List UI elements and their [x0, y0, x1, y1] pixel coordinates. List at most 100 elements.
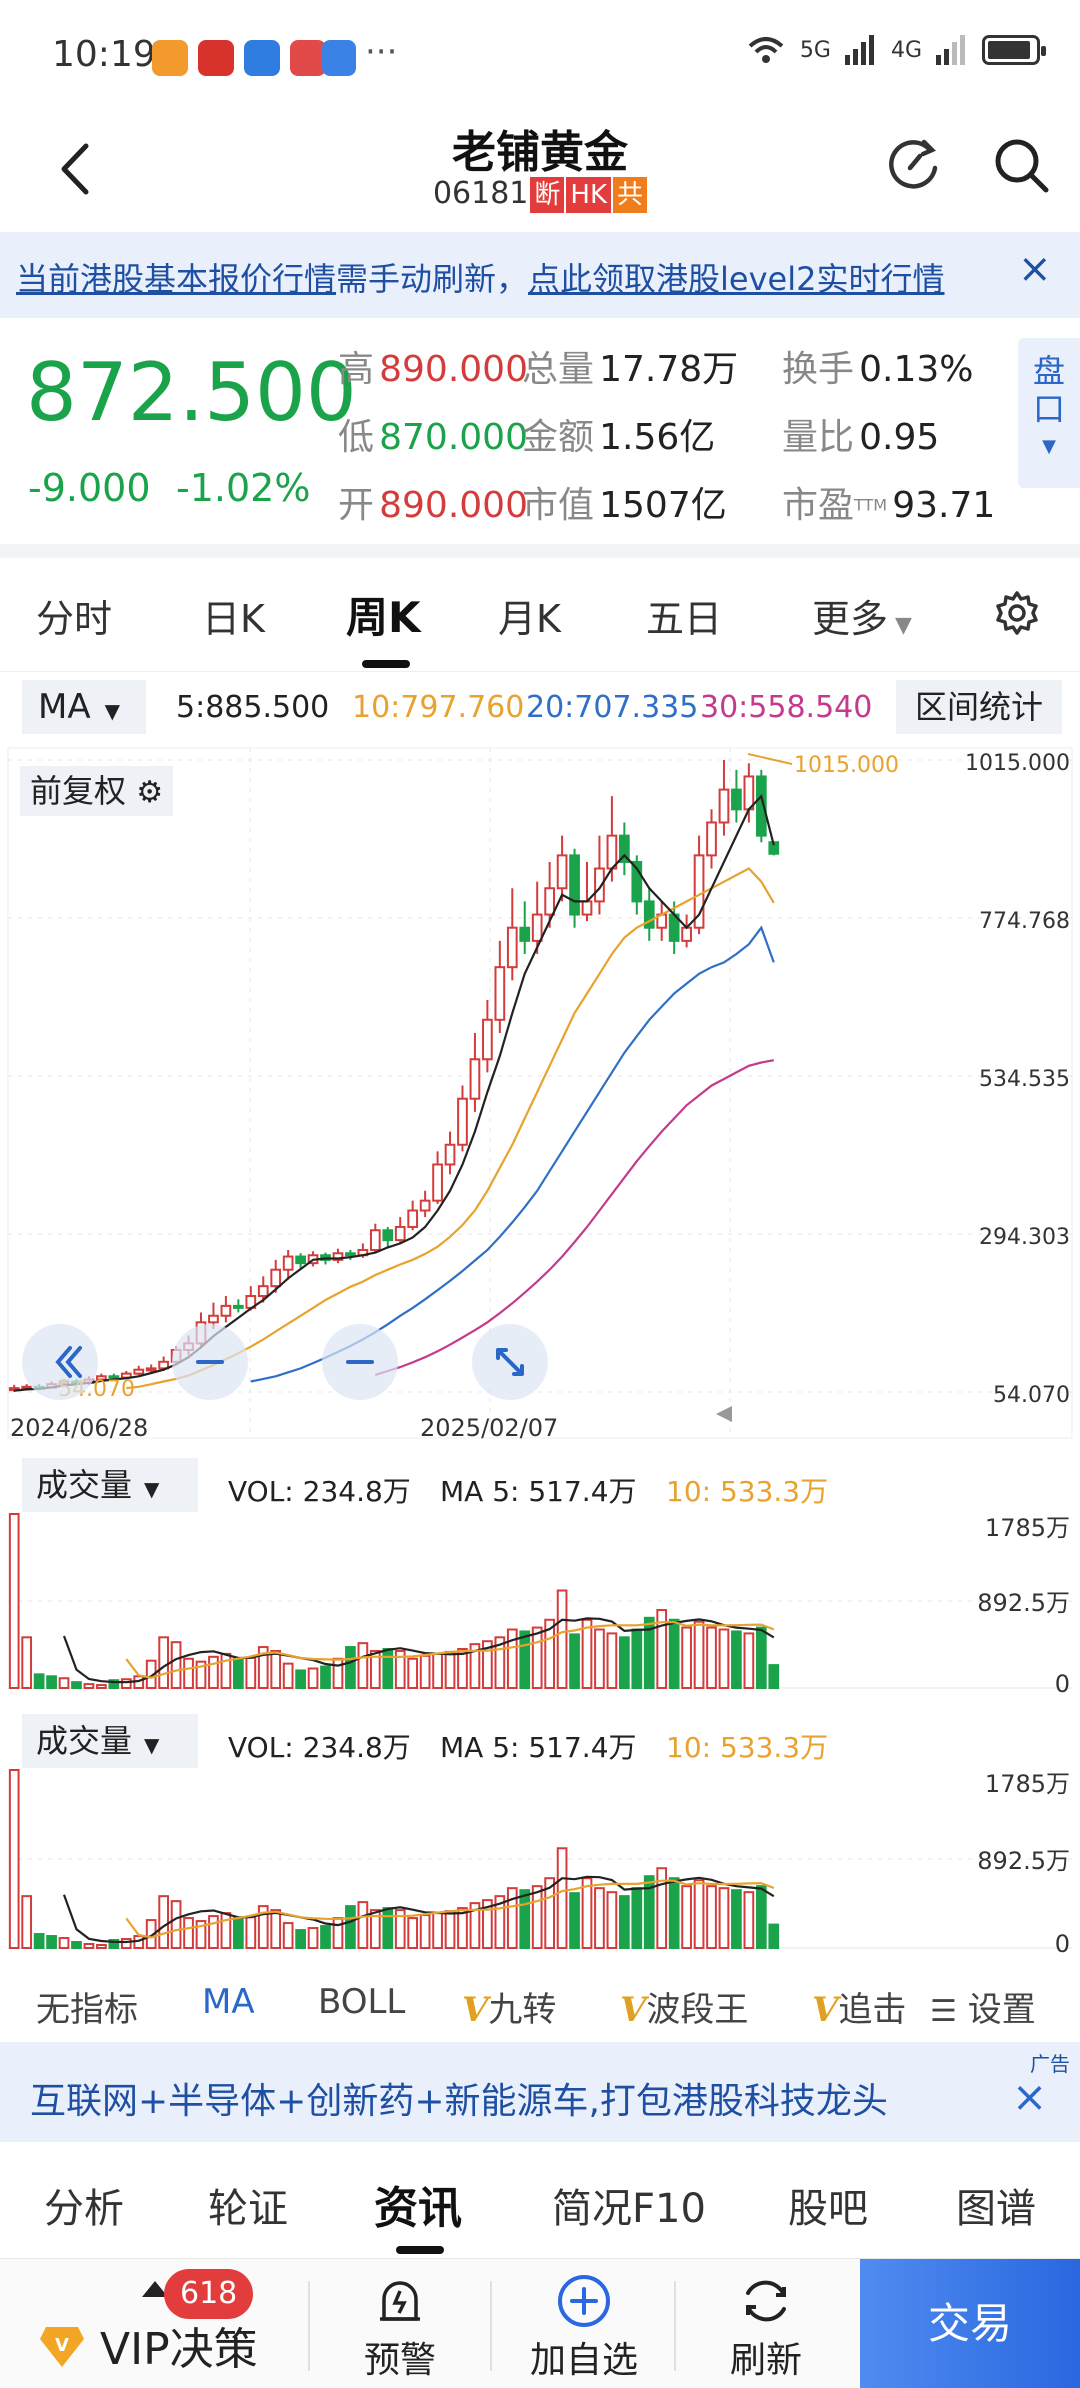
level2-notice-banner[interactable]: 当前港股基本报价行情需手动刷新，点此领取港股level2实时行情 × — [0, 232, 1080, 318]
divider — [0, 544, 1080, 558]
notification-app-icon — [152, 40, 188, 76]
candle — [594, 867, 605, 903]
battery-icon — [982, 35, 1046, 65]
volume-bar — [232, 1917, 244, 1949]
indicator-chase[interactable]: V追击 — [812, 1990, 907, 2030]
chart-settings-gear-icon[interactable] — [992, 588, 1042, 638]
notice-text[interactable]: 当前港股基本报价行情需手动刷新，点此领取港股level2实时行情 — [16, 254, 945, 300]
indicator-nine-turn[interactable]: V九转 — [462, 1990, 557, 2030]
volume-tick-label: 1785万 — [985, 1770, 1070, 1798]
volume-bar — [731, 1889, 742, 1949]
tab-daily-k[interactable]: 日K — [202, 597, 265, 641]
volume-bar — [108, 1679, 120, 1689]
tab-graph[interactable]: 图谱 — [956, 2186, 1036, 2232]
volume-bar — [245, 1656, 257, 1689]
volume-bar — [656, 1867, 668, 1949]
ma-selector[interactable]: MA ▼ — [22, 680, 146, 734]
search-icon[interactable] — [988, 132, 1054, 198]
volume-bar — [71, 1681, 82, 1689]
refresh-button[interactable]: 刷新 — [729, 2340, 802, 2381]
svg-text:V: V — [55, 2335, 69, 2356]
indicator-ma[interactable]: MA — [202, 1982, 255, 2022]
add-watchlist-button[interactable]: 加自选 — [529, 2340, 638, 2381]
tab-warrants[interactable]: 轮证 — [208, 2186, 288, 2232]
ad-banner[interactable]: 互联网+半导体+创新药+新能源车,打包港股科技龙头 广告 × — [0, 2042, 1080, 2142]
back-icon[interactable] — [48, 134, 108, 204]
stat-volume-ratio: 量比 0.95 — [782, 417, 940, 458]
volume-bar — [257, 1646, 269, 1689]
volume-selector[interactable]: 成交量 ▼ — [22, 1458, 198, 1512]
candle — [569, 854, 580, 916]
candle — [457, 1097, 468, 1146]
notice-link[interactable]: 点此领取港股level2实时行情 — [528, 260, 945, 298]
signal-icon — [844, 35, 874, 65]
order-book-button[interactable]: 盘口 ▼ — [1018, 338, 1080, 488]
close-icon[interactable]: × — [1018, 246, 1052, 292]
volume-bar — [556, 1847, 568, 1949]
candle — [282, 1255, 294, 1271]
candle — [731, 788, 742, 811]
expand-icon-glyph — [496, 1348, 524, 1376]
refresh-icon[interactable] — [736, 2271, 796, 2331]
price-change-pct: -1.02% — [176, 466, 311, 510]
volume-bar — [643, 1875, 655, 1949]
volume-bar — [519, 1630, 531, 1689]
candle — [755, 775, 767, 837]
volume-bar — [419, 1654, 431, 1690]
volume-bar — [743, 1891, 755, 1949]
notification-app-icon — [198, 40, 234, 76]
alert-button[interactable]: 预警 — [363, 2340, 436, 2381]
volume-bar — [531, 1885, 543, 1949]
candle — [133, 1368, 145, 1375]
tab-monthly-k[interactable]: 月K — [498, 597, 561, 641]
tab-intraday[interactable]: 分时 — [36, 597, 113, 641]
volume-bar — [369, 1649, 381, 1689]
volume-bar — [432, 1912, 443, 1949]
volume-bar — [332, 1917, 344, 1949]
volume-bar — [519, 1889, 531, 1949]
volume-panel: 成交量 ▼ VOL: 234.8万 MA 5: 517.4万 10: 533.3万… — [0, 1714, 1080, 1964]
vol-ma5: MA 5: 517.4万 — [440, 1475, 637, 1508]
volume-bar — [295, 1669, 306, 1689]
volume-bar — [282, 1922, 294, 1949]
adjustment-selector[interactable]: 前复权 ⚙ — [20, 766, 174, 816]
indicator-boll[interactable]: BOLL — [318, 1982, 406, 2022]
indicator-settings[interactable]: ☰ 设置 — [930, 1990, 1036, 2030]
tab-weekly-k[interactable]: 周K — [346, 593, 421, 642]
add-watchlist-icon[interactable] — [554, 2271, 614, 2331]
stat-low: 低 870.000 — [338, 417, 528, 458]
ad-text[interactable]: 互联网+半导体+创新药+新能源车,打包港股科技龙头 — [30, 2081, 888, 2122]
volume-selector[interactable]: 成交量 ▼ — [22, 1714, 198, 1768]
tab-analysis[interactable]: 分析 — [44, 2186, 124, 2232]
signal-4g-label: 4G — [890, 37, 922, 63]
indicator-none[interactable]: 无指标 — [36, 1990, 138, 2030]
tab-more[interactable]: 更多 ▼ — [812, 597, 912, 641]
vip-decision-button[interactable]: VIP决策 — [100, 2324, 258, 2375]
dropdown-icon: ▼ — [888, 613, 912, 638]
volume-bar — [594, 1628, 605, 1689]
volume-bar — [706, 1626, 717, 1689]
tab-f10[interactable]: 简况F10 — [552, 2186, 706, 2232]
volume-ma5-line — [62, 1617, 775, 1684]
close-icon[interactable]: × — [1012, 2072, 1048, 2121]
tab-news[interactable]: 资讯 — [374, 2183, 462, 2234]
x-tick-label: 2025/02/07 — [420, 1414, 558, 1442]
range-stats-button[interactable]: 区间统计 — [896, 680, 1062, 734]
volume-bar — [33, 1933, 45, 1949]
refresh-icon[interactable] — [880, 132, 946, 198]
alert-bell-icon[interactable] — [370, 2271, 430, 2331]
candlestick-chart[interactable]: 1015.000 774.768 534.535 294.303 54.070 1015.… — [0, 742, 1080, 1442]
volume-bar — [145, 1659, 157, 1690]
candle — [208, 1314, 219, 1324]
candlestick-svg[interactable]: 1015.000 774.768 534.535 294.303 54.070 1015.… — [0, 742, 1080, 1442]
ma-row: MA ▼ 5:885.500 10:797.760 20:707.335 30:5… — [0, 676, 1080, 740]
candle — [706, 821, 717, 857]
last-price: 872.500 — [26, 346, 357, 439]
tab-five-day[interactable]: 五日 — [646, 597, 723, 641]
volume-bar — [681, 1885, 692, 1949]
trade-button[interactable]: 交易 — [860, 2259, 1080, 2388]
volume-bar — [183, 1917, 194, 1949]
indicator-wave-king[interactable]: V波段王 — [620, 1990, 749, 2030]
tab-forum[interactable]: 股吧 — [788, 2186, 868, 2232]
volume-bar — [83, 1943, 95, 1949]
